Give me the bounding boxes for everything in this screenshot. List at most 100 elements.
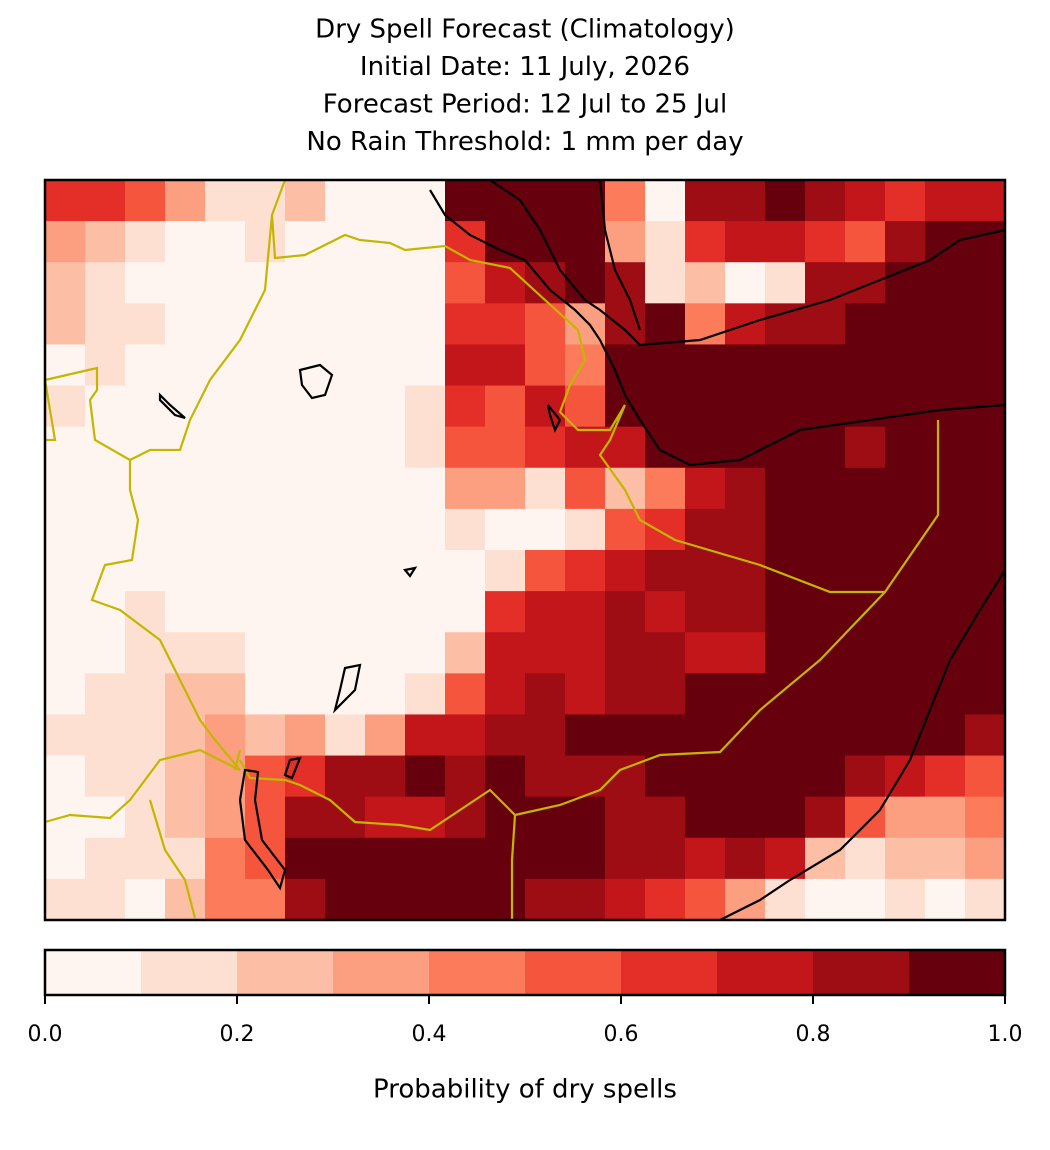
grid-cell (205, 508, 246, 551)
grid-cell (645, 837, 686, 880)
grid-cell (485, 632, 526, 674)
grid-cell (805, 180, 846, 222)
grid-cell (85, 550, 126, 592)
grid-cell (165, 303, 206, 345)
grid-cell (925, 385, 966, 428)
grid-cell (245, 632, 286, 674)
grid-cell (365, 837, 406, 880)
grid-cell (205, 180, 246, 222)
grid-cell (125, 221, 166, 263)
grid-cell (445, 508, 486, 551)
colorbar-bin (525, 950, 621, 995)
grid-cell (445, 550, 486, 592)
grid-cell (125, 467, 166, 510)
grid-cell (805, 344, 846, 387)
grid-cell (565, 385, 606, 428)
grid-cell (205, 591, 246, 633)
grid-cell (365, 591, 406, 633)
grid-cell (45, 303, 86, 345)
grid-cell (125, 262, 166, 304)
grid-cell (765, 714, 806, 757)
grid-cell (165, 467, 206, 510)
grid-cell (405, 714, 446, 757)
grid-cell (725, 426, 766, 469)
grid-cell (525, 796, 566, 839)
grid-cell (85, 262, 126, 304)
grid-cell (125, 673, 166, 715)
grid-cell (525, 632, 566, 674)
grid-cell (925, 591, 966, 633)
grid-cell (485, 467, 526, 510)
grid-cell (485, 878, 526, 921)
grid-cell (205, 878, 246, 921)
grid-cell (765, 467, 806, 510)
grid-cell (125, 591, 166, 633)
grid-cell (445, 262, 486, 304)
grid-cell (845, 714, 886, 757)
grid-cell (245, 426, 286, 469)
grid-cell (605, 632, 646, 674)
grid-cell (445, 673, 486, 715)
grid-cell (485, 508, 526, 551)
grid-cell (325, 550, 366, 592)
grid-cell (885, 221, 926, 263)
grid-cell (885, 591, 926, 633)
grid-cell (925, 344, 966, 387)
grid-cell (845, 550, 886, 592)
grid-cell (845, 303, 886, 345)
grid-cell (845, 221, 886, 263)
grid-cell (485, 180, 526, 222)
grid-cell (165, 180, 206, 222)
grid-cell (285, 796, 326, 839)
grid-cell (45, 221, 86, 263)
grid-cell (965, 262, 1006, 304)
grid-cell (245, 180, 286, 222)
grid-cell (405, 878, 446, 921)
grid-cell (605, 508, 646, 551)
grid-cell (925, 796, 966, 839)
grid-cell (245, 714, 286, 757)
grid-cell (725, 221, 766, 263)
grid-cell (205, 467, 246, 510)
grid-cell (405, 632, 446, 674)
grid-cell (565, 467, 606, 510)
colorbar (45, 950, 1005, 995)
grid-cell (725, 632, 766, 674)
grid-cell (285, 385, 326, 428)
grid-cell (325, 385, 366, 428)
grid-cell (805, 673, 846, 715)
grid-cell (205, 221, 246, 263)
grid-cell (845, 180, 886, 222)
grid-cell (925, 837, 966, 880)
colorbar-bin (909, 950, 1005, 995)
map-grid (45, 180, 1006, 921)
grid-cell (645, 221, 686, 263)
grid-cell (805, 878, 846, 921)
grid-cell (485, 385, 526, 428)
grid-cell (365, 714, 406, 757)
grid-cell (525, 550, 566, 592)
grid-cell (525, 508, 566, 551)
grid-cell (245, 221, 286, 263)
grid-cell (365, 426, 406, 469)
grid-cell (525, 755, 566, 798)
grid-cell (525, 837, 566, 880)
grid-cell (45, 591, 86, 633)
grid-cell (805, 508, 846, 551)
grid-cell (85, 221, 126, 263)
grid-cell (285, 508, 326, 551)
grid-cell (965, 303, 1006, 345)
grid-cell (645, 508, 686, 551)
grid-cell (125, 878, 166, 921)
grid-cell (85, 837, 126, 880)
grid-cell (485, 550, 526, 592)
grid-cell (325, 755, 366, 798)
grid-cell (205, 632, 246, 674)
grid-cell (885, 632, 926, 674)
grid-cell (445, 796, 486, 839)
grid-cell (85, 426, 126, 469)
grid-cell (365, 632, 406, 674)
grid-cell (365, 673, 406, 715)
colorbar-frame (43, 948, 1007, 997)
grid-cell (165, 673, 206, 715)
